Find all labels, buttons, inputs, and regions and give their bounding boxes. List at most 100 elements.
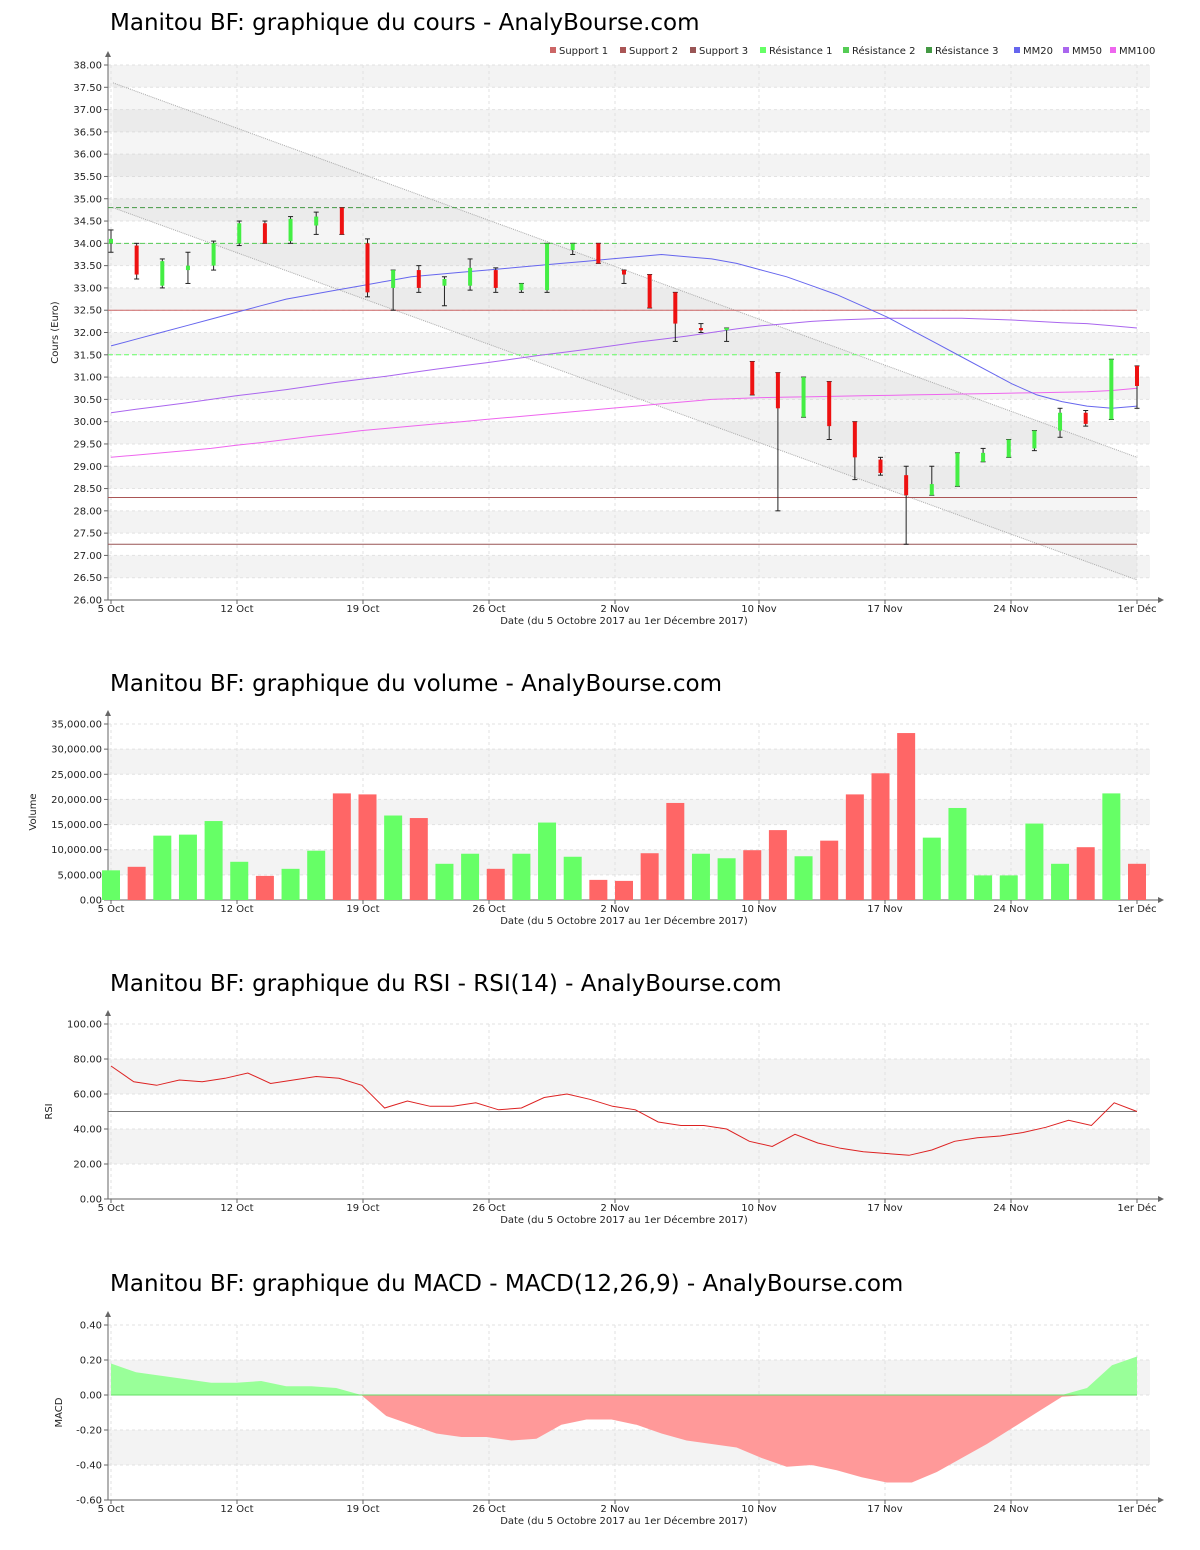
macd-x-label: Date (du 5 Octobre 2017 au 1er Décembre … <box>500 1515 748 1527</box>
legend-label: Résistance 1 <box>769 45 832 57</box>
legend-swatch <box>843 47 849 53</box>
macd-ytick-label: -0.40 <box>76 1461 102 1472</box>
rsi-ytick-label: 100.00 <box>67 1020 102 1031</box>
price-band <box>108 154 1150 177</box>
price-band <box>108 109 1150 132</box>
candle-body <box>545 243 550 291</box>
price-ytick-label: 29.00 <box>73 462 102 473</box>
price-band <box>108 198 1150 222</box>
price-ytick-label: 30.00 <box>73 417 102 428</box>
volume-ytick-label: 0.00 <box>80 896 102 907</box>
candle-body <box>237 223 242 244</box>
price-ytick-label: 31.50 <box>73 350 102 361</box>
volume-bar <box>845 794 864 900</box>
rsi-x-arrow <box>1158 1196 1164 1202</box>
candle-body <box>1058 412 1063 431</box>
rsi-xtick-label: 24 Nov <box>993 1203 1029 1214</box>
volume-y-label: Volume <box>28 793 39 830</box>
price-xtick-label: 10 Nov <box>741 604 777 615</box>
candle-body <box>622 270 626 275</box>
macd-ytick-label: 0.00 <box>80 1391 102 1402</box>
volume-bar <box>717 858 736 900</box>
price-band <box>108 65 1150 88</box>
price-ytick-label: 27.50 <box>73 529 102 540</box>
candle-body <box>1006 439 1011 458</box>
candle-body <box>1032 430 1037 449</box>
legend-label: MM100 <box>1119 46 1155 57</box>
volume-bar <box>512 853 531 900</box>
volume-bar <box>922 837 941 900</box>
legend-swatch <box>550 47 556 53</box>
volume-bar <box>768 830 787 900</box>
volume-ytick-label: 5,000.00 <box>57 870 102 881</box>
rsi-xtick-label: 26 Oct <box>472 1203 505 1214</box>
macd-positive-area <box>111 1356 1137 1395</box>
candle-body <box>904 475 909 496</box>
volume-xtick-label: 12 Oct <box>220 904 253 915</box>
trend-channel <box>113 82 1137 580</box>
rsi-xtick-label: 1er Déc <box>1117 1202 1156 1214</box>
trend-channel-upper <box>112 82 1138 458</box>
volume-bar <box>999 875 1018 900</box>
rsi-ytick-label: 40.00 <box>73 1125 102 1136</box>
mm100-line <box>110 387 1138 458</box>
volume-bar <box>255 875 274 900</box>
candle-body <box>596 243 601 264</box>
rsi-x-label: Date (du 5 Octobre 2017 au 1er Décembre … <box>500 1214 748 1226</box>
candle-body <box>519 283 524 291</box>
macd-xtick-label: 12 Oct <box>220 1504 253 1515</box>
macd-chart-title: Manitou BF: graphique du MACD - MACD(12,… <box>110 1271 904 1297</box>
volume-ytick-label: 35,000.00 <box>51 720 102 731</box>
candle-body <box>314 216 319 226</box>
price-ytick-label: 33.00 <box>73 283 102 294</box>
macd-chart: -0.60 -0.40 -0.20 0.00 0.20 0.40 5 Oct 12 Oct 19… <box>54 1311 1164 1527</box>
volume-xtick-label: 10 Nov <box>741 904 777 915</box>
candle-body <box>1109 359 1114 420</box>
candle-body <box>365 243 370 293</box>
candle-body <box>1083 412 1088 424</box>
volume-band <box>108 799 1150 825</box>
macd-ytick-label: 0.40 <box>80 1321 102 1332</box>
rsi-xtick-label: 17 Nov <box>867 1203 903 1214</box>
price-ytick-label: 26.00 <box>73 596 102 607</box>
price-y-label: Cours (Euro) <box>50 301 61 364</box>
macd-xtick-label: 10 Nov <box>741 1504 777 1515</box>
price-ytick-label: 35.00 <box>73 194 102 205</box>
candle-body <box>981 452 986 462</box>
price-ytick-label: 27.00 <box>73 551 102 562</box>
candle-body <box>673 292 678 324</box>
volume-bar <box>538 822 557 900</box>
volume-xtick-label: 2 Nov <box>600 904 629 915</box>
price-chart-title: Manitou BF: graphique du cours - AnalyBo… <box>110 10 700 36</box>
volume-ytick-label: 30,000.00 <box>51 745 102 756</box>
price-band <box>108 466 1150 489</box>
rsi-line <box>110 1065 1138 1156</box>
volume-xtick-label: 5 Oct <box>98 904 125 915</box>
macd-ytick-label: -0.20 <box>76 1426 102 1437</box>
volume-bar <box>204 821 223 900</box>
volume-x-arrow <box>1158 897 1164 903</box>
legend-label: Résistance 2 <box>852 45 915 57</box>
volume-bar <box>102 870 120 900</box>
candle-body <box>698 328 703 331</box>
candle-body <box>416 270 421 288</box>
price-x-arrow <box>1158 597 1164 603</box>
price-xtick-label: 5 Oct <box>98 604 125 615</box>
volume-bar <box>384 815 403 900</box>
price-band <box>108 377 1150 400</box>
volume-bar <box>1051 863 1070 900</box>
rsi-chart-title: Manitou BF: graphique du RSI - RSI(14) -… <box>110 971 782 997</box>
legend-swatch <box>1063 47 1069 53</box>
candle-body <box>134 245 139 275</box>
rsi-band <box>108 1129 1150 1164</box>
legend-swatch <box>620 47 626 53</box>
candle-body <box>185 265 190 271</box>
price-ytick-label: 34.00 <box>73 239 102 250</box>
rsi-ytick-label: 60.00 <box>73 1090 102 1101</box>
candle-body <box>493 270 498 288</box>
candle-body <box>288 218 293 242</box>
legend-label: MM50 <box>1072 46 1102 57</box>
volume-band <box>108 849 1150 875</box>
volume-bar <box>1128 863 1146 900</box>
price-ytick-label: 32.00 <box>73 328 102 339</box>
